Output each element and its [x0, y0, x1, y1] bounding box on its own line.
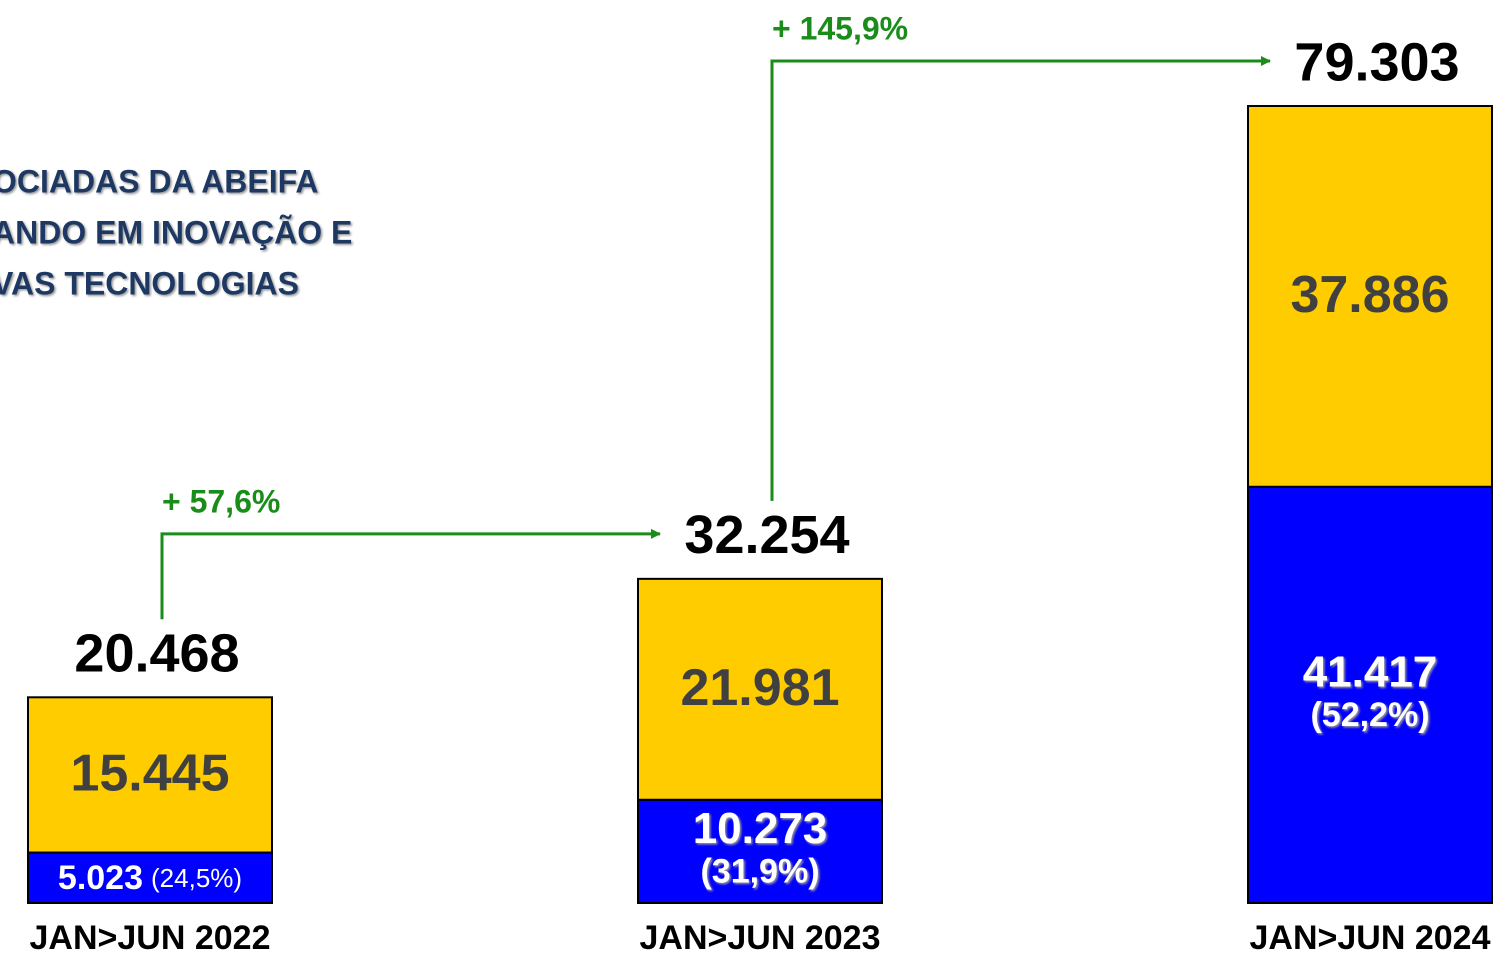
total-label: 32.254: [684, 505, 849, 565]
growth-arrow: [160, 528, 661, 620]
growth-label: + 57,6%: [162, 483, 280, 519]
x-tick-label: JAN>JUN 2024: [1250, 919, 1491, 955]
x-tick-label: JAN>JUN 2022: [30, 919, 271, 955]
value-label: 41.417: [1303, 648, 1438, 697]
value-label: 10.273: [693, 804, 828, 853]
value-label: 21.981: [680, 659, 839, 717]
bar-segment: [27, 851, 273, 905]
total-label: 20.468: [74, 624, 239, 684]
title-line: OCIADAS DA ABEIFA: [0, 163, 319, 199]
value-label: 5.023: [58, 859, 143, 897]
title-line: VAS TECNOLOGIAS: [0, 265, 299, 301]
value-label: 37.886: [1290, 266, 1449, 324]
share-label: (24,5%): [151, 863, 242, 893]
value-label: 15.445: [70, 745, 229, 803]
x-tick-label: JAN>JUN 2023: [640, 919, 881, 955]
total-label: 79.303: [1294, 32, 1459, 92]
bar-segment: [1247, 485, 1493, 904]
title-line: ANDO EM INOVAÇÃO E: [0, 214, 352, 250]
segment-label: 5.023 (24,5%): [58, 859, 242, 897]
share-label: (31,9%): [700, 852, 819, 890]
bar-segment: [637, 798, 883, 905]
growth-label: + 145,9%: [772, 10, 908, 46]
share-label: (52,2%): [1310, 696, 1429, 734]
bar-segment: [1247, 105, 1493, 488]
bar-segment: [637, 577, 883, 801]
growth-arrow: [770, 56, 1271, 501]
bar-segment: [27, 696, 273, 854]
